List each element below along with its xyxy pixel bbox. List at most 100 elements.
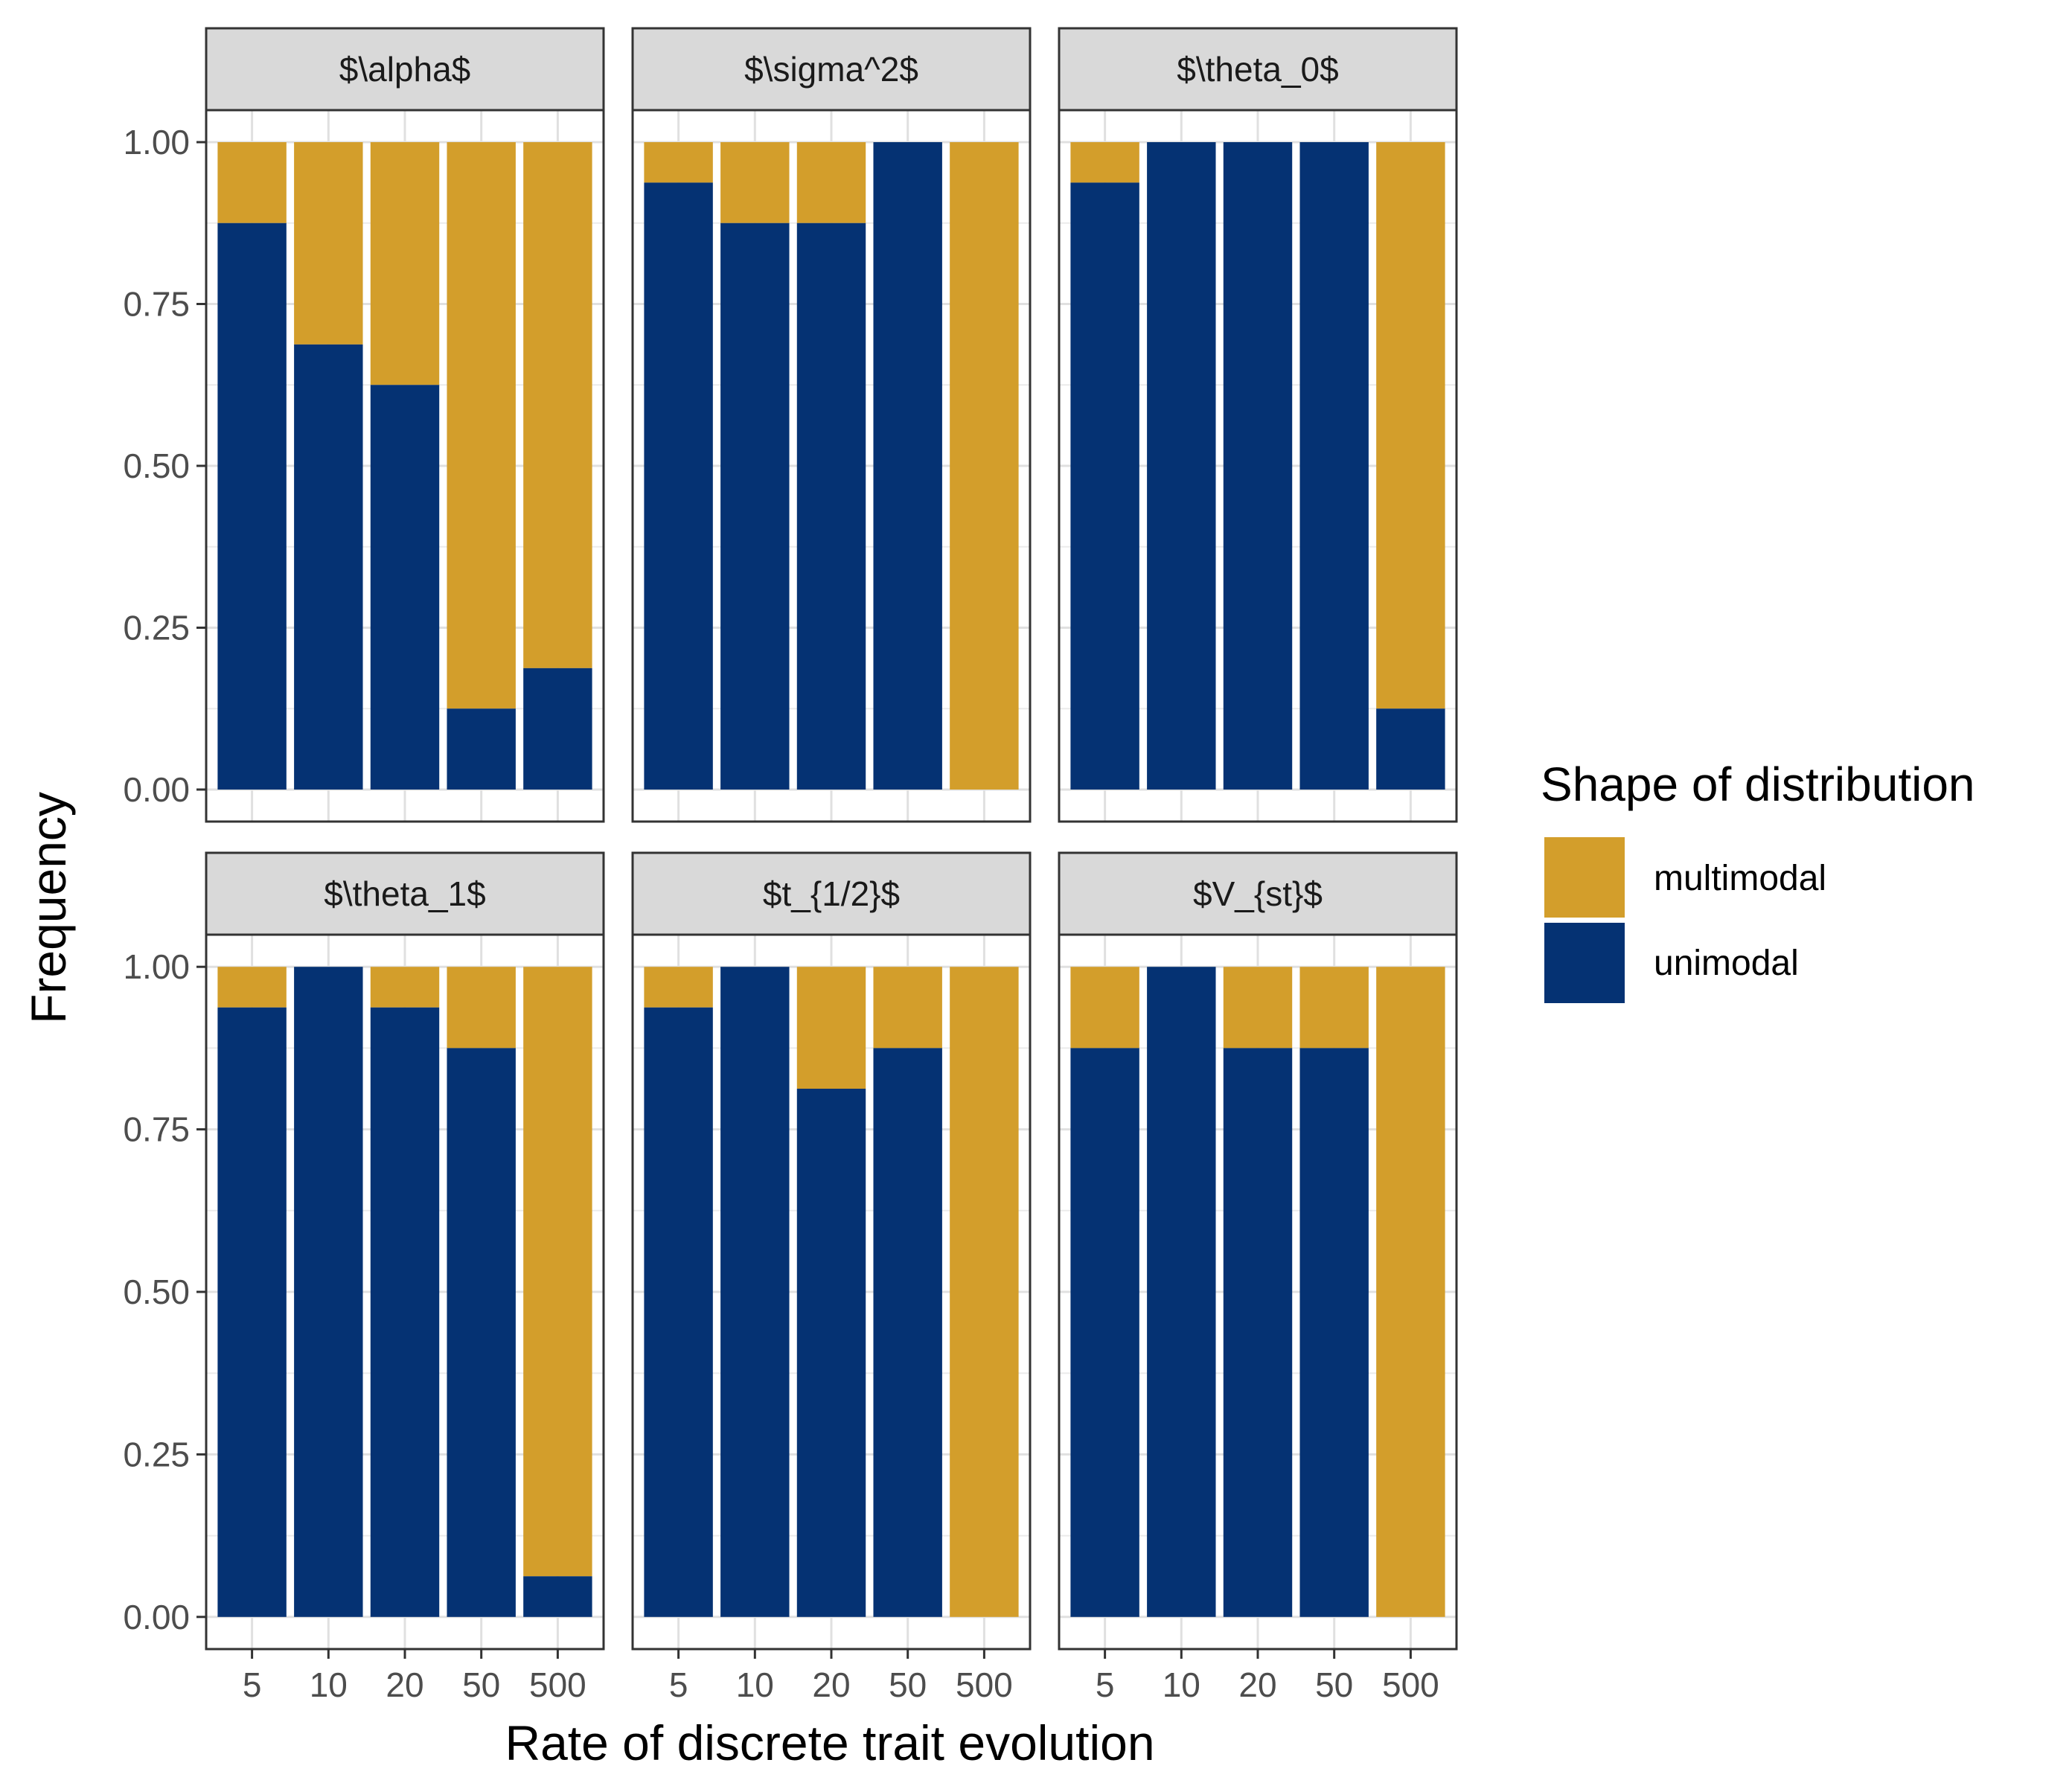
y-tick-label: 0.25 <box>123 608 190 647</box>
facet-panel: $\theta_0$ <box>1058 27 1458 823</box>
bar-unimodal <box>720 967 790 1617</box>
x-tick-label: 50 <box>462 1665 500 1704</box>
bar-multimodal <box>950 142 1019 790</box>
bar-unimodal <box>1376 708 1445 790</box>
bar-unimodal <box>1299 142 1369 790</box>
bar-multimodal <box>1376 967 1445 1617</box>
bar-unimodal <box>1070 182 1139 790</box>
bar-multimodal <box>217 967 287 1008</box>
facet-panel: $V_{st}$ <box>1058 851 1458 1651</box>
facet-panel: $\theta_1$ <box>205 851 605 1651</box>
bar-unimodal <box>217 1007 287 1617</box>
facet-panel: $\alpha$ <box>205 27 605 823</box>
x-tick-label: 500 <box>1382 1665 1439 1704</box>
x-tick-label: 20 <box>1238 1665 1276 1704</box>
bar-unimodal <box>294 344 363 790</box>
facet-strip-label: $\sigma^2$ <box>744 50 918 89</box>
bar-multimodal <box>1070 142 1139 183</box>
facet-strip <box>1058 851 1458 936</box>
facet-strip-label: $t_{1/2}$ <box>763 874 900 913</box>
bar-multimodal <box>950 967 1019 1617</box>
legend-label-multimodal: multimodal <box>1654 859 1826 898</box>
bar-unimodal <box>447 1048 516 1617</box>
x-tick-label: 10 <box>310 1665 348 1704</box>
facet-strip-label: $\theta_1$ <box>324 874 485 913</box>
facet-strip-label: $\alpha$ <box>339 50 471 89</box>
bar-multimodal <box>796 142 866 223</box>
facet-strip-label: $V_{st}$ <box>1193 874 1323 913</box>
bar-unimodal <box>370 1007 440 1617</box>
bar-unimodal <box>1223 142 1293 790</box>
y-tick-label: 0.25 <box>123 1435 190 1473</box>
facet-panel: $t_{1/2}$ <box>631 851 1032 1651</box>
facet-strip <box>205 27 605 112</box>
panel-border <box>1058 109 1458 823</box>
bar-multimodal <box>644 142 713 183</box>
x-tick-label: 50 <box>889 1665 927 1704</box>
bar-unimodal <box>1299 1048 1369 1617</box>
facet-strip-label: $\theta_0$ <box>1177 50 1338 89</box>
bar-unimodal <box>1147 967 1216 1617</box>
bar-unimodal <box>873 142 942 790</box>
y-tick-label: 0.50 <box>123 446 190 485</box>
x-tick-label: 50 <box>1315 1665 1353 1704</box>
bar-multimodal <box>447 142 516 709</box>
x-tick-label: 5 <box>1096 1665 1115 1704</box>
bar-unimodal <box>294 967 363 1617</box>
bar-unimodal <box>644 182 713 790</box>
facet-strip <box>1058 27 1458 112</box>
facet-strip <box>631 27 1032 112</box>
x-axis-title: Rate of discrete trait evolution <box>505 1715 1154 1770</box>
x-tick-label: 20 <box>812 1665 850 1704</box>
bar-unimodal <box>523 1576 592 1617</box>
bar-multimodal <box>523 967 592 1577</box>
y-tick-label: 0.00 <box>123 1598 190 1636</box>
bar-multimodal <box>720 142 790 223</box>
y-axis-title: Frequency <box>21 792 76 1024</box>
bar-multimodal <box>294 142 363 345</box>
bar-multimodal <box>873 967 942 1049</box>
bar-multimodal <box>1376 142 1445 709</box>
x-tick-label: 10 <box>736 1665 774 1704</box>
bar-multimodal <box>1223 967 1293 1049</box>
bar-multimodal <box>1070 967 1139 1049</box>
x-tick-label: 20 <box>386 1665 423 1704</box>
bar-multimodal <box>217 142 287 223</box>
bar-multimodal <box>370 967 440 1008</box>
bar-unimodal <box>217 223 287 790</box>
bar-multimodal <box>370 142 440 385</box>
x-tick-label: 500 <box>529 1665 586 1704</box>
legend-key-unimodal <box>1544 923 1625 1003</box>
y-tick-label: 1.00 <box>123 947 190 986</box>
bar-unimodal <box>523 668 592 790</box>
bar-unimodal <box>447 708 516 790</box>
y-tick-label: 1.00 <box>123 123 190 161</box>
facet-panels: $\alpha$ $\sigma^2$ $\theta_0$ $\theta_1$ $t… <box>205 27 1458 1651</box>
y-tick-label: 0.50 <box>123 1273 190 1311</box>
bar-unimodal <box>1070 1048 1139 1617</box>
bar-unimodal <box>1147 142 1216 790</box>
y-tick-label: 0.75 <box>123 285 190 324</box>
bar-multimodal <box>447 967 516 1049</box>
bar-multimodal <box>796 967 866 1089</box>
y-tick-label: 0.00 <box>123 770 190 809</box>
bar-unimodal <box>796 223 866 790</box>
facet-panel: $\sigma^2$ <box>631 27 1032 823</box>
bar-multimodal <box>644 967 713 1008</box>
x-tick-label: 5 <box>243 1665 262 1704</box>
bar-unimodal <box>644 1007 713 1617</box>
legend-title: Shape of distribution <box>1541 758 1975 811</box>
bar-unimodal <box>796 1089 866 1617</box>
legend-label-unimodal: unimodal <box>1654 944 1799 983</box>
x-tick-label: 10 <box>1163 1665 1200 1704</box>
panel-border <box>631 109 1032 823</box>
facet-strip <box>205 851 605 936</box>
legend: Shape of distribution multimodal unimoda… <box>1541 758 1975 1003</box>
y-tick-label: 0.75 <box>123 1110 190 1149</box>
legend-key-multimodal <box>1544 837 1625 918</box>
x-tick-label: 5 <box>669 1665 688 1704</box>
y-axes: 0.00 0.25 0.50 0.75 1.00 0.00 0.25 0.50 0.75 1.00 <box>123 123 206 1636</box>
bar-multimodal <box>523 142 592 668</box>
bar-unimodal <box>1223 1048 1293 1617</box>
